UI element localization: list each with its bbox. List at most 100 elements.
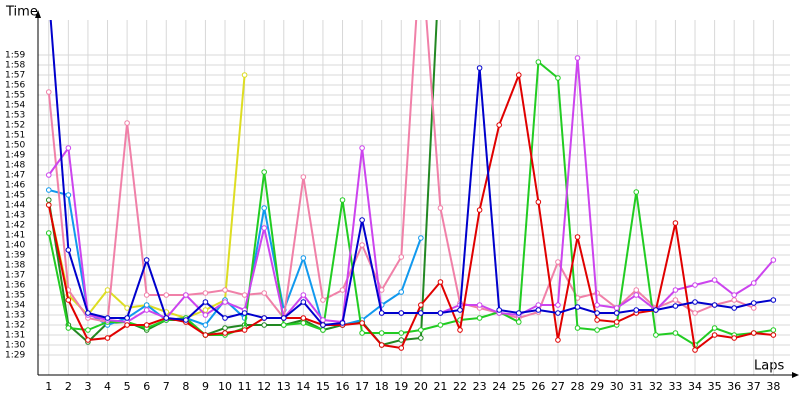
point-marker bbox=[437, 310, 444, 316]
point-marker bbox=[692, 347, 698, 353]
point-marker bbox=[261, 290, 267, 296]
x-tick-label: 31 bbox=[629, 380, 643, 393]
x-tick-label: 22 bbox=[453, 380, 467, 393]
point-marker bbox=[202, 290, 209, 296]
point-marker bbox=[261, 205, 267, 211]
point-marker bbox=[574, 304, 581, 310]
point-marker bbox=[202, 322, 209, 328]
point-marker bbox=[241, 72, 248, 78]
y-tick-label: 1:34 bbox=[5, 301, 25, 311]
point-marker bbox=[65, 325, 72, 331]
point-marker bbox=[633, 189, 640, 195]
point-marker bbox=[574, 234, 581, 240]
point-marker bbox=[398, 330, 405, 336]
y-tick-label: 1:56 bbox=[5, 81, 25, 91]
point-marker bbox=[359, 217, 365, 223]
point-marker bbox=[261, 322, 267, 328]
x-axis-label: Laps bbox=[754, 359, 784, 374]
point-marker bbox=[418, 310, 424, 316]
point-marker bbox=[653, 307, 659, 313]
y-tick-label: 1:43 bbox=[5, 211, 25, 221]
point-marker bbox=[594, 310, 600, 316]
point-marker bbox=[555, 310, 561, 316]
point-marker bbox=[418, 302, 424, 308]
x-tick-label: 26 bbox=[531, 380, 545, 393]
y-tick-label: 1:47 bbox=[5, 171, 25, 181]
point-marker bbox=[731, 292, 737, 298]
point-marker bbox=[241, 310, 248, 316]
point-marker bbox=[65, 192, 72, 198]
point-marker bbox=[65, 247, 72, 253]
point-marker bbox=[378, 342, 385, 348]
point-marker bbox=[476, 315, 483, 321]
point-marker bbox=[85, 337, 91, 343]
point-marker bbox=[359, 242, 365, 248]
point-marker bbox=[143, 322, 150, 328]
x-tick-label: 36 bbox=[727, 380, 741, 393]
x-tick-label: 23 bbox=[473, 380, 487, 393]
y-tick-label: 1:46 bbox=[5, 181, 25, 191]
point-marker bbox=[85, 327, 91, 333]
point-marker bbox=[45, 172, 52, 178]
point-marker bbox=[183, 292, 189, 298]
point-marker bbox=[515, 319, 522, 325]
point-marker bbox=[437, 205, 444, 211]
point-marker bbox=[555, 337, 561, 343]
point-marker bbox=[104, 335, 111, 341]
y-tick-label: 1:30 bbox=[5, 341, 25, 351]
x-tick-label: 9 bbox=[202, 380, 209, 393]
y-tick-label: 1:35 bbox=[5, 291, 25, 301]
point-marker bbox=[633, 287, 640, 293]
point-marker bbox=[398, 337, 405, 343]
point-marker bbox=[672, 220, 679, 226]
x-tick-label: 34 bbox=[688, 380, 702, 393]
point-marker bbox=[437, 322, 444, 328]
y-tick-label: 1:37 bbox=[5, 271, 25, 281]
point-marker bbox=[339, 287, 346, 293]
point-marker bbox=[633, 292, 640, 298]
point-marker bbox=[143, 292, 150, 298]
point-marker bbox=[143, 257, 150, 263]
point-marker bbox=[300, 320, 307, 326]
point-marker bbox=[711, 332, 718, 338]
x-tick-label: 25 bbox=[512, 380, 526, 393]
point-marker bbox=[711, 277, 718, 283]
y-tick-label: 1:36 bbox=[5, 281, 25, 291]
point-marker bbox=[574, 55, 581, 61]
y-tick-label: 1:51 bbox=[5, 131, 25, 141]
point-marker bbox=[124, 322, 130, 328]
point-marker bbox=[770, 257, 777, 263]
x-tick-label: 20 bbox=[414, 380, 428, 393]
y-tick-label: 1:31 bbox=[5, 331, 25, 341]
point-marker bbox=[222, 325, 228, 331]
point-marker bbox=[476, 65, 483, 71]
point-marker bbox=[45, 230, 52, 236]
x-tick-label: 16 bbox=[336, 380, 350, 393]
point-marker bbox=[143, 307, 150, 313]
point-marker bbox=[770, 332, 777, 338]
plot-area bbox=[45, 20, 777, 353]
point-marker bbox=[222, 287, 228, 293]
point-marker bbox=[692, 310, 698, 316]
point-marker bbox=[692, 282, 698, 288]
y-tick-label: 1:41 bbox=[5, 231, 25, 241]
point-marker bbox=[222, 299, 228, 305]
point-marker bbox=[183, 317, 189, 323]
point-marker bbox=[261, 225, 267, 231]
x-tick-label: 18 bbox=[375, 380, 389, 393]
point-marker bbox=[672, 303, 679, 309]
point-marker bbox=[124, 120, 130, 126]
point-marker bbox=[124, 315, 130, 321]
x-tick-label: 32 bbox=[649, 380, 663, 393]
point-marker bbox=[555, 302, 561, 308]
point-marker bbox=[65, 297, 72, 303]
point-marker bbox=[241, 292, 248, 298]
x-tick-label: 29 bbox=[590, 380, 604, 393]
point-marker bbox=[280, 322, 287, 328]
y-tick-label: 1:55 bbox=[5, 91, 25, 101]
point-marker bbox=[731, 305, 737, 311]
point-marker bbox=[163, 292, 170, 298]
y-tick-label: 1:54 bbox=[5, 101, 25, 111]
point-marker bbox=[398, 289, 405, 295]
